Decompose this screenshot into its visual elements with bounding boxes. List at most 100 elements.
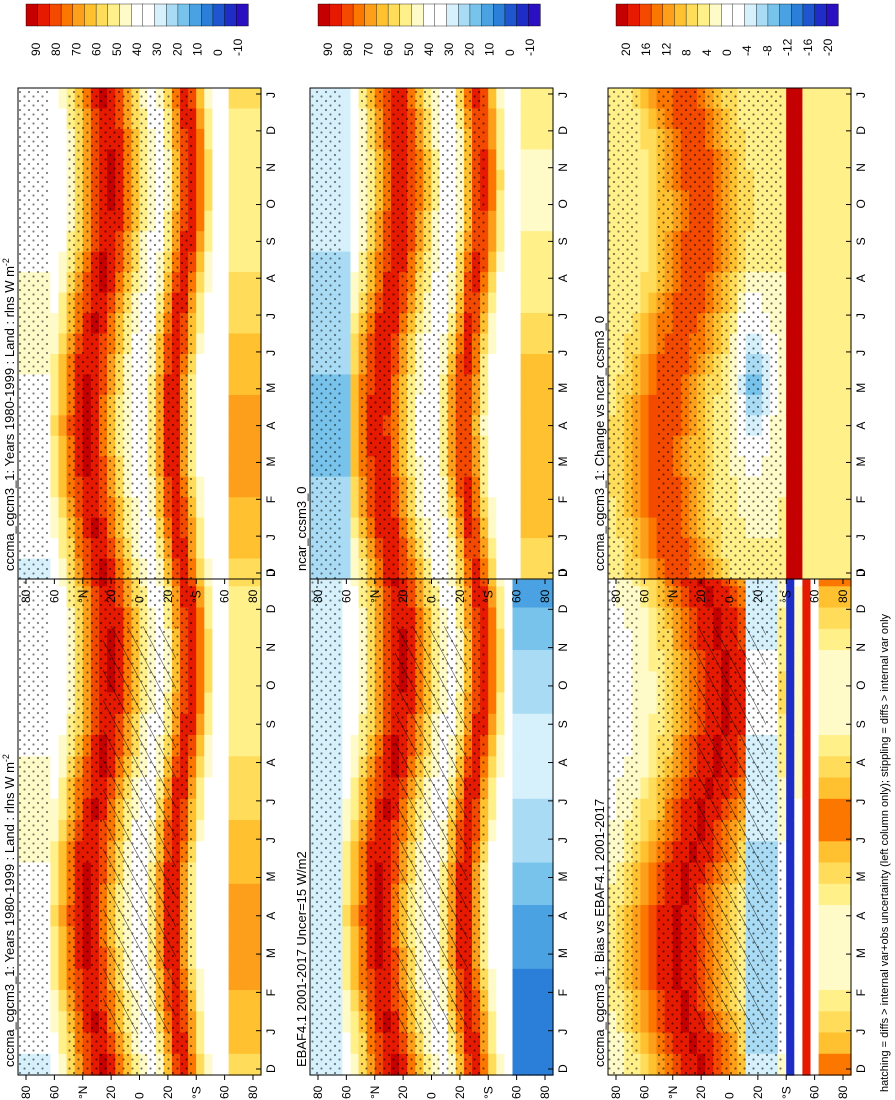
heatmap-cell bbox=[228, 1053, 238, 1076]
heatmap-cell bbox=[842, 628, 852, 651]
colorbar-swatch bbox=[627, 3, 641, 27]
heatmap-cell bbox=[544, 476, 554, 498]
month-tick-label: J bbox=[556, 92, 570, 98]
heatmap-cell bbox=[212, 210, 222, 232]
heatmap-cell bbox=[196, 210, 205, 232]
heatmap-cell bbox=[520, 313, 530, 335]
heatmap-cell bbox=[640, 374, 650, 396]
heatmap-cell bbox=[244, 820, 254, 842]
heatmap-cell bbox=[826, 497, 836, 519]
heatmap-cell bbox=[786, 476, 795, 498]
heatmap-cell bbox=[204, 169, 213, 191]
heatmap-cell bbox=[220, 607, 230, 630]
heatmap-cell bbox=[50, 517, 60, 539]
heatmap-cell bbox=[212, 820, 222, 842]
heatmap-cell bbox=[204, 313, 213, 335]
month-tick-label: M bbox=[556, 383, 570, 393]
heatmap-cell bbox=[350, 538, 360, 560]
heatmap-cell bbox=[228, 883, 238, 906]
heatmap-cell bbox=[58, 628, 68, 651]
heatmap-cell bbox=[252, 692, 262, 715]
heatmap-cell bbox=[504, 456, 514, 478]
heatmap-cell bbox=[818, 947, 828, 970]
heatmap-cell bbox=[244, 692, 254, 715]
heatmap-cell bbox=[544, 650, 554, 672]
heatmap-cell bbox=[496, 149, 505, 171]
heatmap-cell bbox=[512, 713, 522, 736]
heatmap-cell bbox=[496, 798, 505, 821]
heatmap-cell bbox=[512, 128, 522, 150]
heatmap-cell bbox=[488, 374, 497, 396]
month-tick-label: J bbox=[264, 534, 278, 540]
heatmap-cell bbox=[544, 374, 554, 396]
heatmap-cell bbox=[648, 169, 658, 191]
heatmap-cell bbox=[228, 128, 238, 150]
heatmap-cell bbox=[342, 476, 352, 498]
heatmap-cell bbox=[50, 210, 60, 232]
colorbar-swatch bbox=[721, 3, 734, 27]
heatmap-cell bbox=[818, 820, 828, 842]
heatmap-cell bbox=[512, 820, 522, 842]
heatmap-cell bbox=[496, 713, 505, 736]
heatmap-cell bbox=[810, 251, 820, 273]
heatmap-cell bbox=[528, 394, 538, 416]
heatmap-cell bbox=[802, 169, 812, 191]
heatmap-cell bbox=[544, 210, 554, 232]
lat-tick-label: 60 bbox=[47, 589, 61, 603]
heatmap-cell bbox=[648, 862, 658, 885]
heatmap-cell bbox=[512, 777, 522, 800]
heatmap-cell bbox=[794, 476, 803, 498]
heatmap-cell bbox=[648, 190, 658, 212]
heatmap-cell bbox=[834, 292, 844, 314]
heatmap-cell bbox=[236, 586, 246, 609]
colorbar-swatch bbox=[481, 3, 494, 27]
month-tick-label: F bbox=[854, 496, 868, 503]
heatmap-cell bbox=[204, 692, 213, 715]
heatmap-cell bbox=[50, 313, 60, 335]
heatmap-cell bbox=[488, 394, 497, 416]
month-tick-label: S bbox=[854, 720, 868, 728]
heatmap-cell bbox=[810, 435, 820, 457]
heatmap-cell bbox=[342, 905, 352, 927]
month-tick-label: A bbox=[264, 274, 278, 282]
heatmap-cell bbox=[544, 820, 554, 842]
panel-1: 80 60 °N 20 0 20 °S 60 80DJFMAMJJASONDJcccma_cgc… bbox=[1, 479, 278, 1099]
heatmap-cell bbox=[528, 272, 538, 294]
heatmap-cell bbox=[536, 435, 546, 457]
heatmap-cell bbox=[236, 713, 246, 736]
heatmap-cell bbox=[648, 628, 658, 651]
heatmap-cell bbox=[488, 947, 497, 970]
colorbar-swatch bbox=[201, 3, 214, 27]
heatmap-cell bbox=[786, 292, 795, 314]
month-tick-label: M bbox=[556, 457, 570, 467]
heatmap-cell bbox=[58, 415, 68, 437]
heatmap-cell bbox=[244, 926, 254, 949]
heatmap-cell bbox=[236, 231, 246, 253]
heatmap-cell bbox=[536, 517, 546, 539]
heatmap-cell bbox=[834, 190, 844, 212]
colorbar-label: 70 bbox=[69, 42, 83, 56]
month-tick-label: J bbox=[264, 837, 278, 843]
heatmap-cell bbox=[196, 108, 205, 130]
heatmap-cell bbox=[50, 354, 60, 376]
heatmap-cell bbox=[244, 777, 254, 800]
heatmap-cell bbox=[228, 926, 238, 949]
heatmap-cell bbox=[244, 713, 254, 736]
heatmap-cell bbox=[520, 735, 530, 757]
colorbar-swatch bbox=[119, 3, 132, 27]
heatmap-cell bbox=[212, 538, 222, 560]
heatmap-cell bbox=[826, 820, 836, 842]
month-tick-label: J bbox=[854, 1029, 868, 1035]
heatmap-cell bbox=[212, 607, 222, 630]
heatmap-cell bbox=[252, 735, 262, 757]
heatmap-cell bbox=[488, 517, 497, 539]
heatmap-cell bbox=[252, 558, 262, 580]
heatmap-cell bbox=[544, 862, 554, 885]
heatmap-cell bbox=[520, 607, 530, 630]
heatmap-cell bbox=[544, 1053, 554, 1076]
heatmap-cell bbox=[488, 841, 497, 864]
heatmap-cell bbox=[204, 713, 213, 736]
lat-tick-label: 80 bbox=[311, 1085, 325, 1099]
heatmap-cell bbox=[818, 128, 828, 150]
heatmap-cell bbox=[50, 169, 60, 191]
